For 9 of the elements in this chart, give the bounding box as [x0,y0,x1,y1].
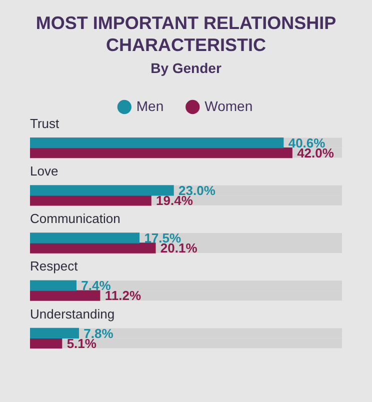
y-tick-label: Understanding [30,306,115,322]
y-tick-label: Love [30,163,58,178]
legend-label: Women [204,98,253,114]
legend-label: Men [136,98,164,114]
chart-title: MOST IMPORTANT RELATIONSHIP CHARACTERISTIC [34,12,338,56]
chart-subtitle: By Gender [150,60,222,76]
y-tick-label: Trust [30,116,60,131]
y-tick-label: Respect [30,258,78,274]
y-tick-label: Communication [30,211,120,226]
